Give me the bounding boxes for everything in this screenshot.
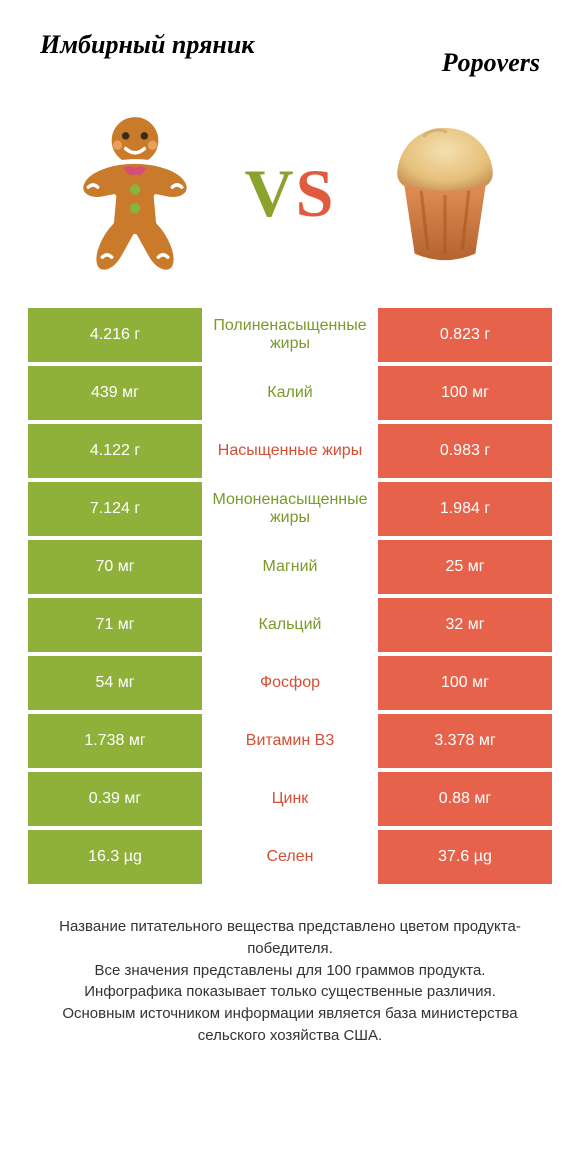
left-value: 4.216 г xyxy=(28,308,202,362)
nutrient-label: Селен xyxy=(202,830,378,884)
vs-s: S xyxy=(296,155,336,231)
right-value: 100 мг xyxy=(378,366,552,420)
left-value: 70 мг xyxy=(28,540,202,594)
title-right: Popovers xyxy=(442,48,540,78)
popover-icon xyxy=(370,98,520,288)
table-row: 1.738 мгВитамин B33.378 мг xyxy=(28,714,552,768)
table-row: 16.3 µgСелен37.6 µg xyxy=(28,830,552,884)
table-row: 7.124 гМононенасыщенные жиры1.984 г xyxy=(28,482,552,536)
header: Имбирный пряник Popovers xyxy=(0,0,580,88)
nutrient-label: Кальций xyxy=(202,598,378,652)
table-row: 4.122 гНасыщенные жиры0.983 г xyxy=(28,424,552,478)
left-value: 439 мг xyxy=(28,366,202,420)
vs-v: V xyxy=(245,155,296,231)
right-value: 0.983 г xyxy=(378,424,552,478)
right-value: 3.378 мг xyxy=(378,714,552,768)
nutrient-label: Полиненасыщенные жиры xyxy=(202,308,378,362)
nutrient-label: Магний xyxy=(202,540,378,594)
nutrient-label: Цинк xyxy=(202,772,378,826)
table-row: 4.216 гПолиненасыщенные жиры0.823 г xyxy=(28,308,552,362)
table-row: 54 мгФосфор100 мг xyxy=(28,656,552,710)
left-value: 4.122 г xyxy=(28,424,202,478)
hero-row: VS xyxy=(0,88,580,308)
footnote-line: Инфографика показывает только существенн… xyxy=(30,981,550,1003)
right-value: 0.823 г xyxy=(378,308,552,362)
footnote-line: Название питательного вещества представл… xyxy=(30,916,550,960)
left-value: 7.124 г xyxy=(28,482,202,536)
table-row: 70 мгМагний25 мг xyxy=(28,540,552,594)
table-row: 0.39 мгЦинк0.88 мг xyxy=(28,772,552,826)
left-value: 0.39 мг xyxy=(28,772,202,826)
left-value: 71 мг xyxy=(28,598,202,652)
right-value: 1.984 г xyxy=(378,482,552,536)
right-value: 25 мг xyxy=(378,540,552,594)
footnote-line: Все значения представлены для 100 граммо… xyxy=(30,960,550,982)
left-value: 16.3 µg xyxy=(28,830,202,884)
table-row: 439 мгКалий100 мг xyxy=(28,366,552,420)
nutrient-label: Витамин B3 xyxy=(202,714,378,768)
nutrient-label: Мононенасыщенные жиры xyxy=(202,482,378,536)
footnote-line: Основным источником информации является … xyxy=(30,1003,550,1047)
table-row: 71 мгКальций32 мг xyxy=(28,598,552,652)
right-value: 37.6 µg xyxy=(378,830,552,884)
nutrient-label: Фосфор xyxy=(202,656,378,710)
nutrient-label: Калий xyxy=(202,366,378,420)
left-value: 54 мг xyxy=(28,656,202,710)
nutrient-label: Насыщенные жиры xyxy=(202,424,378,478)
title-left: Имбирный пряник xyxy=(40,30,255,60)
left-value: 1.738 мг xyxy=(28,714,202,768)
right-value: 0.88 мг xyxy=(378,772,552,826)
right-value: 100 мг xyxy=(378,656,552,710)
right-value: 32 мг xyxy=(378,598,552,652)
footnotes: Название питательного вещества представл… xyxy=(0,888,580,1047)
vs-label: VS xyxy=(245,154,336,233)
comparison-table: 4.216 гПолиненасыщенные жиры0.823 г439 м… xyxy=(0,308,580,884)
gingerbread-icon xyxy=(60,98,210,288)
